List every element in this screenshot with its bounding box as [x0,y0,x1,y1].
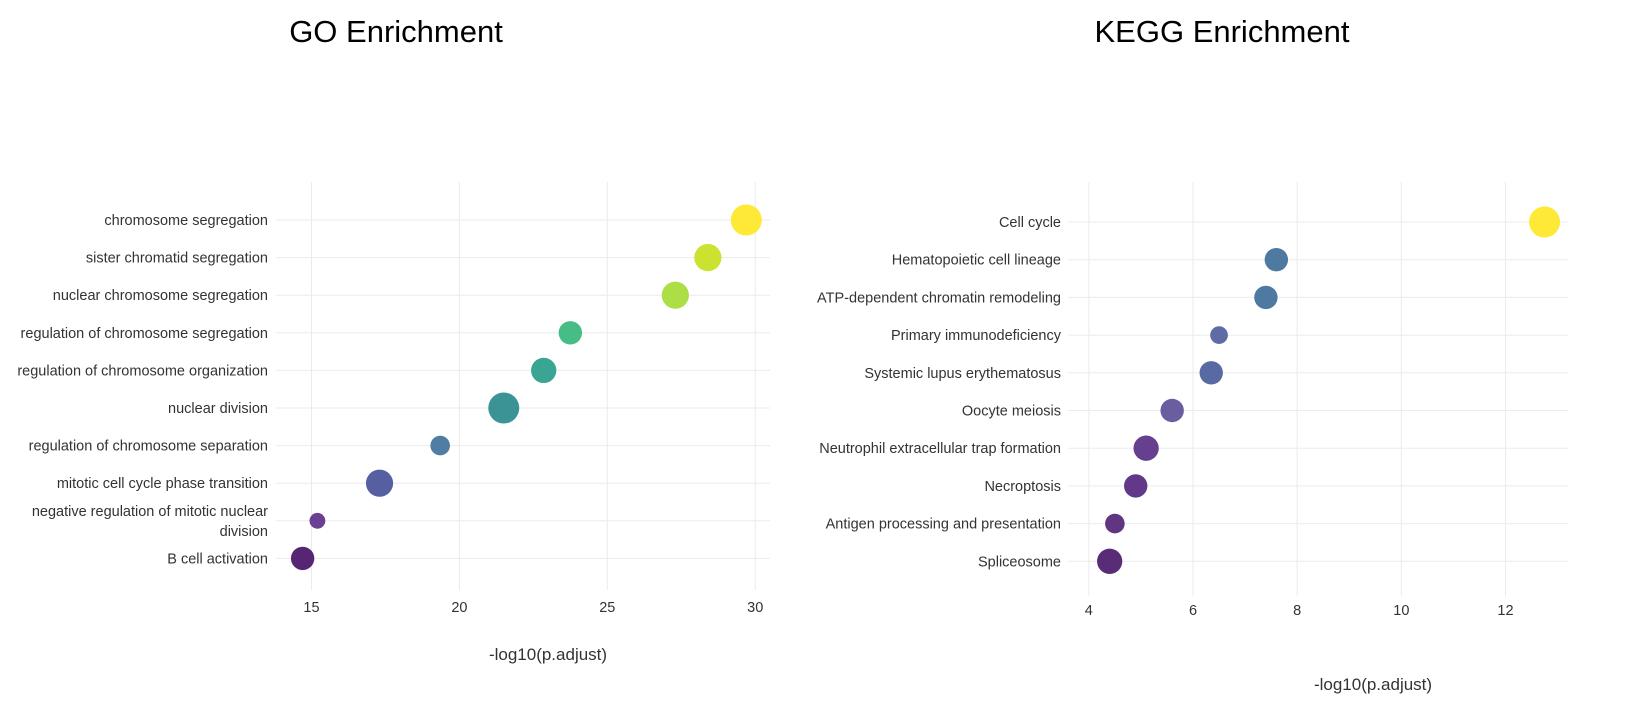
data-point [531,357,557,384]
category-label: B cell activation [167,551,268,567]
x-tick-label: 30 [747,600,763,616]
x-tick-label: 10 [1393,603,1409,619]
category-label: mitotic cell cycle phase transition [57,476,268,492]
x-tick-label: 6 [1189,603,1197,619]
category-label: Neutrophil extracellular trap formation [819,441,1061,457]
x-axis-label: -log10(p.adjust) [489,645,607,664]
category-label: Primary immunodeficiency [891,328,1062,344]
x-tick-label: 8 [1293,603,1301,619]
data-point [1105,513,1125,534]
x-tick-labels: 15 20 25 30 [303,600,763,616]
data-point [558,321,583,345]
data-point [1133,435,1159,461]
data-point [1210,326,1228,344]
category-label: Oocyte meiosis [962,404,1061,420]
x-tick-label: 20 [451,600,467,616]
category-label: ATP-dependent chromatin remodeling [817,290,1061,306]
category-label: Antigen processing and presentation [826,517,1061,533]
data-point [1097,548,1123,574]
data-point [1529,206,1561,238]
data-point [730,204,762,236]
data-point [290,546,315,571]
category-labels: chromosome segregation sister chromatid s… [17,213,268,567]
data-points [1097,206,1561,574]
category-label: Hematopoietic cell lineage [892,253,1061,269]
x-tick-label: 12 [1497,603,1513,619]
category-label: nuclear division [168,401,268,417]
data-point [1264,248,1289,272]
data-point [661,281,689,309]
x-tick-label: 4 [1085,603,1093,619]
category-label: sister chromatid segregation [86,251,268,267]
data-point [430,435,450,456]
category-label: division [220,524,268,540]
category-label: Systemic lupus erythematosus [864,366,1061,382]
go-enrichment-chart: GO Enrichment 15 20 25 30 chromosome segreg… [17,14,770,664]
category-label: Spliceosome [978,554,1061,570]
data-point [488,392,520,424]
category-label: Necroptosis [984,479,1061,495]
category-label: regulation of chromosome segregation [21,326,268,342]
data-point [365,469,394,497]
grid-lines [1068,182,1568,596]
category-label: regulation of chromosome organization [17,363,268,379]
data-point [309,512,326,529]
category-label: regulation of chromosome separation [29,439,268,455]
x-tick-label: 15 [303,600,319,616]
category-labels: Cell cycle Hematopoietic cell lineage ATP-… [817,215,1062,570]
data-point [1160,398,1184,423]
data-points [290,204,762,571]
kegg-enrichment-chart: KEGG Enrichment 4 6 8 10 12 Cell cycle Hemato… [817,14,1568,694]
data-point [694,244,722,272]
category-label: Cell cycle [999,215,1061,231]
x-axis-label: -log10(p.adjust) [1314,675,1432,694]
data-point [1199,361,1223,385]
x-tick-labels: 4 6 8 10 12 [1085,603,1514,619]
category-label: nuclear chromosome segregation [53,288,268,304]
category-label: chromosome segregation [104,213,268,229]
chart-title: GO Enrichment [289,14,503,49]
x-tick-label: 25 [599,600,615,616]
chart-title: KEGG Enrichment [1095,14,1350,49]
grid-lines [276,182,770,590]
data-point [1124,474,1148,498]
data-point [1254,285,1278,310]
category-label: negative regulation of mitotic nuclear [32,504,268,520]
